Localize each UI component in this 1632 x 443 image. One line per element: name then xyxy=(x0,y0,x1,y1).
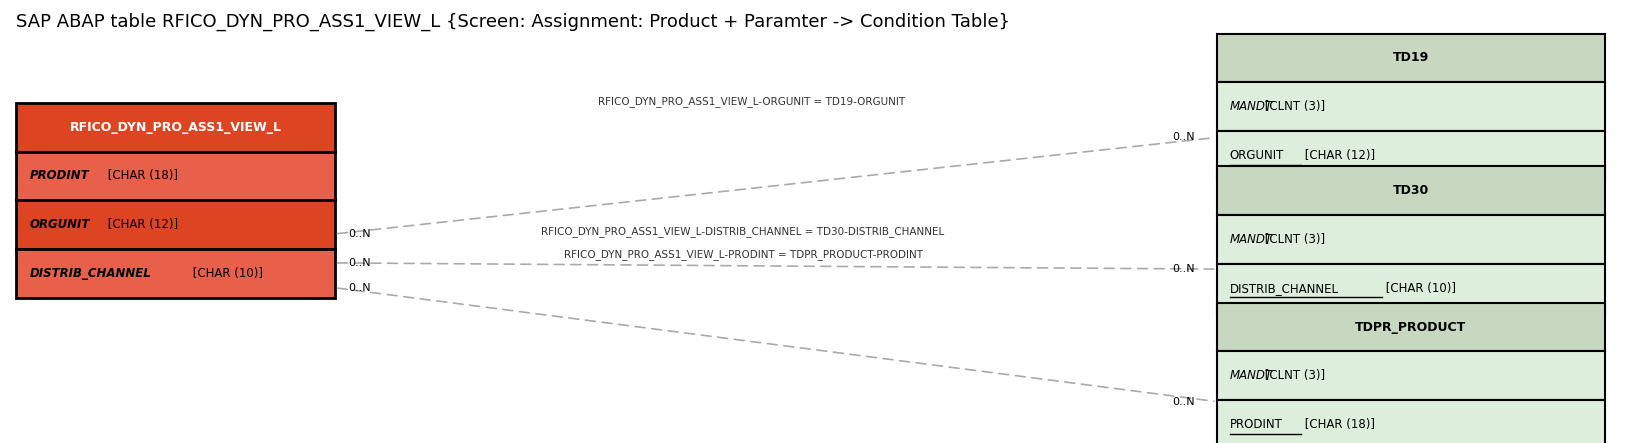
Text: RFICO_DYN_PRO_ASS1_VIEW_L-DISTRIB_CHANNEL = TD30-DISTRIB_CHANNEL: RFICO_DYN_PRO_ASS1_VIEW_L-DISTRIB_CHANNE… xyxy=(542,226,943,237)
FancyBboxPatch shape xyxy=(16,249,335,298)
Text: RFICO_DYN_PRO_ASS1_VIEW_L-PRODINT = TDPR_PRODUCT-PRODINT: RFICO_DYN_PRO_ASS1_VIEW_L-PRODINT = TDPR… xyxy=(563,249,922,260)
FancyBboxPatch shape xyxy=(1216,82,1604,131)
Text: 0..N: 0..N xyxy=(348,229,370,239)
Text: [CHAR (12)]: [CHAR (12)] xyxy=(1299,149,1374,162)
Text: [CLNT (3)]: [CLNT (3)] xyxy=(1260,233,1324,246)
Text: [CHAR (18)]: [CHAR (18)] xyxy=(104,170,178,183)
Text: DISTRIB_CHANNEL: DISTRIB_CHANNEL xyxy=(1229,282,1338,295)
Text: 0..N: 0..N xyxy=(1172,132,1195,143)
FancyBboxPatch shape xyxy=(16,200,335,249)
Text: [CHAR (10)]: [CHAR (10)] xyxy=(1381,282,1454,295)
Text: PRODINT: PRODINT xyxy=(29,170,90,183)
FancyBboxPatch shape xyxy=(1216,131,1604,180)
FancyBboxPatch shape xyxy=(1216,166,1604,215)
Text: TD30: TD30 xyxy=(1392,184,1428,197)
Text: DISTRIB_CHANNEL: DISTRIB_CHANNEL xyxy=(29,267,152,280)
FancyBboxPatch shape xyxy=(1216,351,1604,400)
FancyBboxPatch shape xyxy=(16,152,335,200)
Text: MANDT: MANDT xyxy=(1229,369,1271,382)
Text: [CHAR (18)]: [CHAR (18)] xyxy=(1299,418,1374,431)
Text: [CLNT (3)]: [CLNT (3)] xyxy=(1260,100,1324,113)
Text: 0..N: 0..N xyxy=(1172,396,1195,407)
Text: [CHAR (10)]: [CHAR (10)] xyxy=(188,267,263,280)
Text: ORGUNIT: ORGUNIT xyxy=(1229,149,1283,162)
Text: MANDT: MANDT xyxy=(1229,233,1271,246)
FancyBboxPatch shape xyxy=(1216,34,1604,82)
FancyBboxPatch shape xyxy=(1216,215,1604,264)
Text: RFICO_DYN_PRO_ASS1_VIEW_L: RFICO_DYN_PRO_ASS1_VIEW_L xyxy=(70,120,281,134)
FancyBboxPatch shape xyxy=(1216,303,1604,351)
Text: TD19: TD19 xyxy=(1392,51,1428,65)
Text: 0..N: 0..N xyxy=(348,283,370,293)
Text: MANDT: MANDT xyxy=(1229,100,1271,113)
Text: PRODINT: PRODINT xyxy=(1229,418,1281,431)
FancyBboxPatch shape xyxy=(1216,264,1604,313)
Text: RFICO_DYN_PRO_ASS1_VIEW_L-ORGUNIT = TD19-ORGUNIT: RFICO_DYN_PRO_ASS1_VIEW_L-ORGUNIT = TD19… xyxy=(597,96,904,107)
Text: SAP ABAP table RFICO_DYN_PRO_ASS1_VIEW_L {Screen: Assignment: Product + Paramter: SAP ABAP table RFICO_DYN_PRO_ASS1_VIEW_L… xyxy=(16,12,1010,31)
Text: [CHAR (12)]: [CHAR (12)] xyxy=(104,218,178,231)
Text: TDPR_PRODUCT: TDPR_PRODUCT xyxy=(1355,321,1466,334)
FancyBboxPatch shape xyxy=(16,103,335,152)
Text: [CLNT (3)]: [CLNT (3)] xyxy=(1260,369,1324,382)
Text: ORGUNIT: ORGUNIT xyxy=(29,218,90,231)
Text: 0..N: 0..N xyxy=(1172,264,1195,274)
Text: 0..N: 0..N xyxy=(348,258,370,268)
FancyBboxPatch shape xyxy=(1216,400,1604,443)
